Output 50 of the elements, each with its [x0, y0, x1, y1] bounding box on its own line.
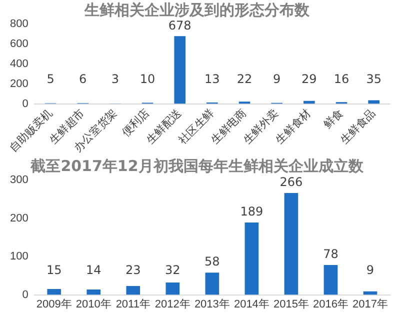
x-tick-label: 2009年: [36, 298, 72, 310]
y-tick-label: 400: [10, 58, 28, 70]
bar: [166, 282, 180, 295]
y-tick-label: 100: [10, 250, 28, 263]
data-label: 266: [280, 175, 303, 190]
y-tick-label: 0: [22, 288, 28, 301]
data-label: 189: [240, 204, 264, 219]
y-tick-label: 0: [22, 98, 28, 110]
data-label: 29: [302, 72, 317, 86]
data-label: 58: [204, 254, 220, 269]
x-tick-label: 2011年: [116, 298, 150, 310]
x-tick-label: 2014年: [234, 298, 270, 310]
bar: [284, 193, 298, 295]
y-tick-label: 800: [10, 18, 28, 30]
bar: [174, 36, 186, 104]
bar: [86, 289, 101, 295]
x-tick-label: 鲜食: [322, 107, 346, 132]
x-tick-label: 2016年: [312, 298, 348, 310]
data-label: 35: [366, 72, 382, 86]
data-label: 22: [236, 72, 252, 86]
x-tick-label: 2012年: [154, 298, 190, 310]
data-label: 23: [126, 262, 141, 277]
x-tick-label: 2017年: [352, 298, 388, 310]
bar: [126, 286, 140, 295]
data-label: 9: [273, 72, 281, 86]
chart-title: 截至2017年12月初我国每年生鲜相关企业成立数: [30, 156, 364, 175]
data-label: 16: [334, 72, 350, 86]
data-label: 678: [168, 18, 192, 32]
bar: [324, 264, 338, 295]
x-tick-label: 2015年: [273, 298, 309, 310]
data-label: 6: [79, 72, 87, 86]
data-label: 5: [46, 72, 54, 86]
data-label: 14: [86, 262, 102, 277]
y-tick-label: 200: [10, 212, 28, 224]
data-label: 32: [165, 262, 180, 277]
bar: [47, 289, 62, 295]
data-label: 9: [366, 262, 374, 277]
data-label: 78: [323, 247, 338, 262]
data-label: 10: [140, 72, 156, 86]
data-label: 15: [46, 262, 62, 277]
chart-title: 生鲜相关企业涉及到的形态分布数: [84, 0, 310, 19]
y-tick-label: 300: [10, 174, 28, 186]
y-tick-label: 600: [10, 38, 28, 50]
data-label: 13: [204, 72, 220, 86]
bar: [205, 272, 220, 295]
data-label: 3: [111, 72, 119, 86]
x-tick-label: 2013年: [194, 298, 230, 310]
y-tick-label: 200: [10, 78, 28, 90]
bar: [244, 222, 259, 295]
x-tick-label: 2010年: [76, 298, 112, 310]
